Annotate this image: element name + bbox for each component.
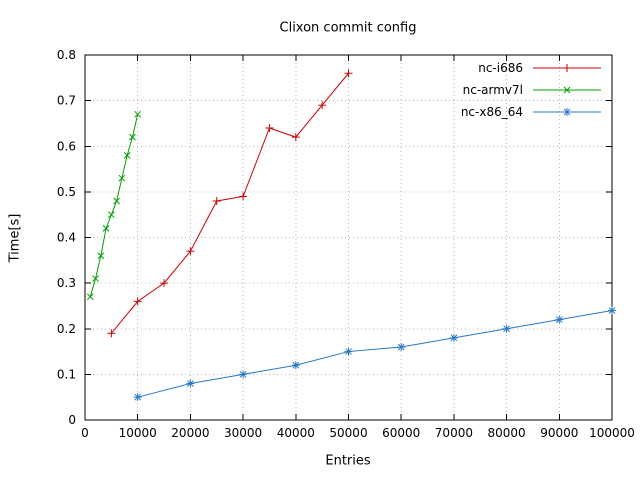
y-tick-label: 0.7: [57, 94, 76, 108]
series-nc-i686: [107, 69, 353, 338]
x-tick-label: 90000: [540, 426, 578, 440]
x-axis-label: Entries: [325, 453, 371, 469]
y-tick-label: 0.2: [57, 322, 76, 336]
tick-labels: 0 10000 20000 30000 40000 50000 60000 70000 8000…: [57, 48, 635, 440]
x-tick-label: 60000: [382, 426, 420, 440]
x-tick-label: 100000: [589, 426, 635, 440]
series-nc-armv7l: [86, 110, 142, 301]
chart-title: Clixon commit config: [279, 20, 417, 36]
y-tick-label: 0.5: [57, 185, 76, 199]
series-nc-x86_64: [133, 306, 616, 402]
legend-entry-nc-armv7l: nc-armv7l: [463, 83, 601, 97]
legend-label: nc-armv7l: [463, 83, 523, 97]
y-tick-label: 0: [68, 413, 76, 427]
x-tick-label: 50000: [329, 426, 367, 440]
x-tick-label: 20000: [171, 426, 209, 440]
y-tick-label: 0.6: [57, 139, 76, 153]
legend: nc-i686 nc-armv7l nc-x86_64: [461, 61, 601, 119]
legend-label: nc-i686: [478, 61, 523, 75]
y-tick-label: 0.4: [57, 231, 76, 245]
legend-label: nc-x86_64: [461, 105, 523, 119]
grid-lines: [84, 54, 613, 421]
y-tick-label: 0.8: [57, 48, 76, 62]
legend-entry-nc-i686: nc-i686: [478, 61, 601, 75]
y-axis-label: Time[s]: [7, 213, 23, 263]
y-tick-label: 0.1: [57, 367, 76, 381]
axes: [84, 54, 613, 421]
x-tick-label: 80000: [488, 426, 526, 440]
legend-entry-nc-x86_64: nc-x86_64: [461, 105, 601, 119]
x-tick-label: 40000: [277, 426, 315, 440]
x-tick-label: 70000: [435, 426, 473, 440]
x-tick-label: 10000: [119, 426, 157, 440]
y-tick-label: 0.3: [57, 276, 76, 290]
x-tick-label: 0: [81, 426, 89, 440]
x-tick-label: 30000: [224, 426, 262, 440]
